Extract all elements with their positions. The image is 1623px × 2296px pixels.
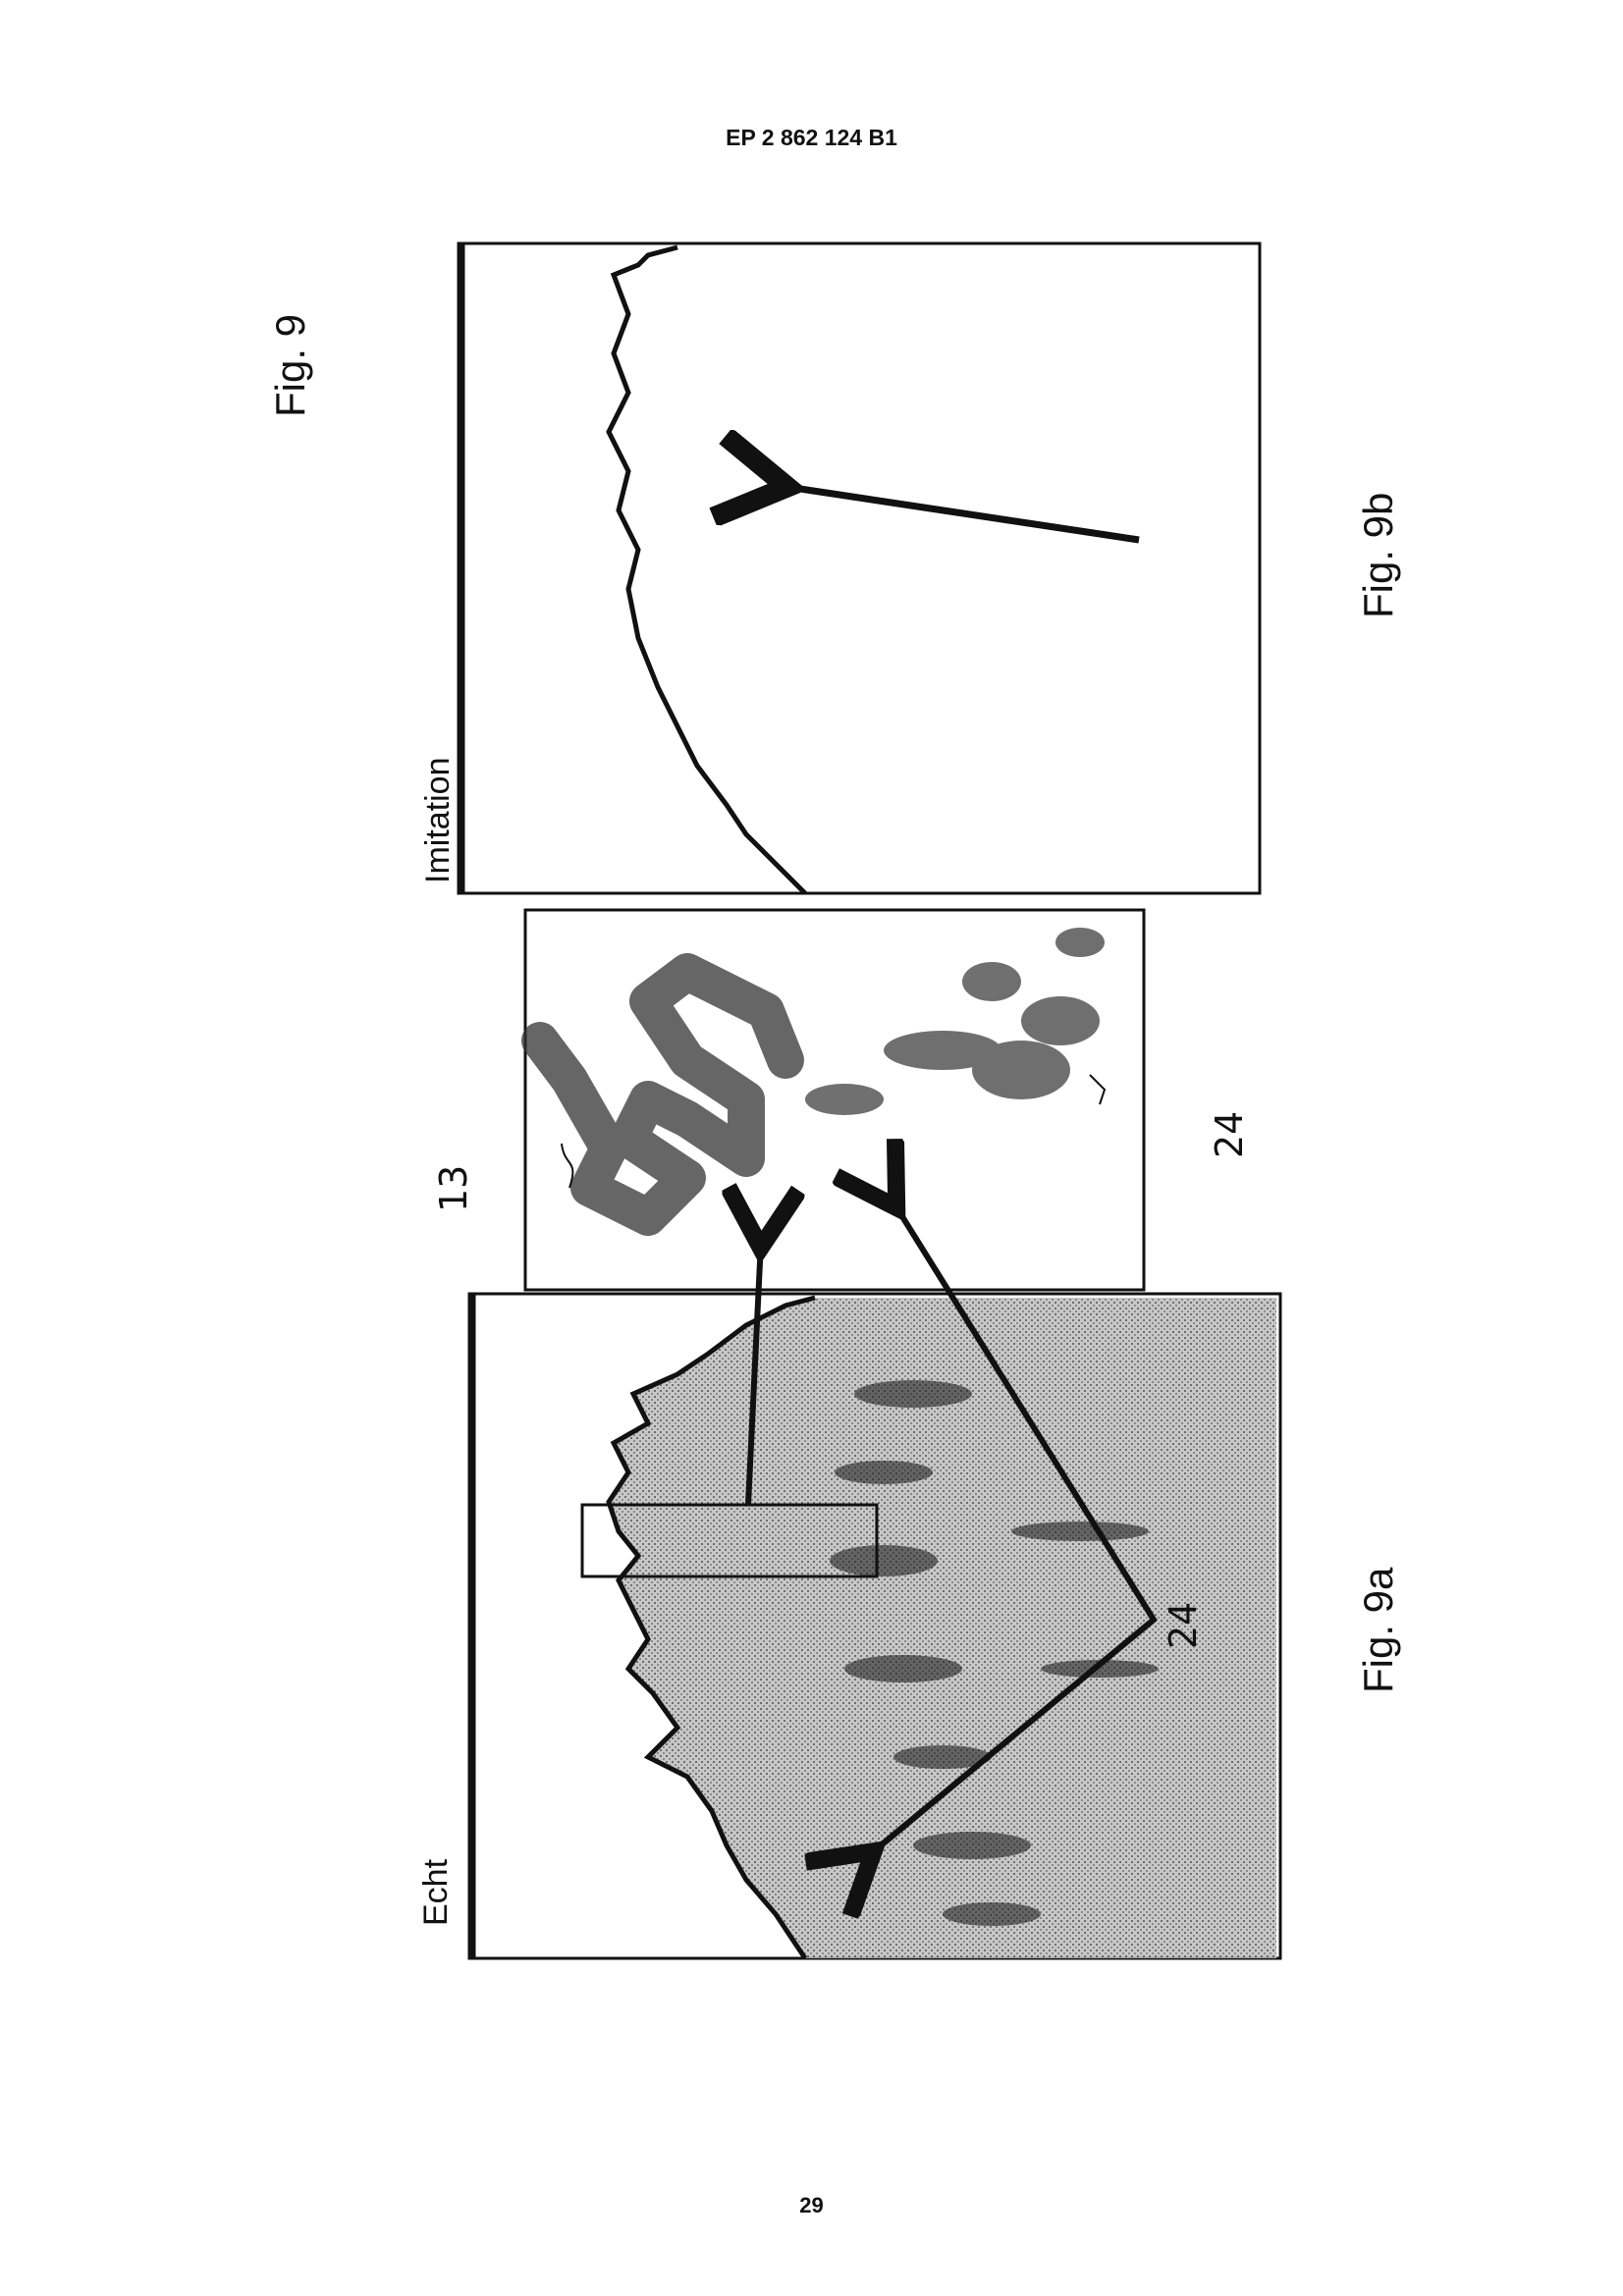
panel-echt <box>467 1292 1282 1960</box>
label-echt: Echt <box>417 1858 455 1926</box>
echt-selection-box <box>580 1503 879 1578</box>
panel-zoom <box>521 908 1146 1292</box>
ref-label-24-zoom: 24 <box>1208 1110 1251 1158</box>
ref-label-13: 13 <box>432 1164 475 1212</box>
label-imitation: Imitation <box>419 757 457 884</box>
panel-imitation-frame <box>457 241 1262 895</box>
imitation-surface-line <box>606 244 807 895</box>
ref-label-24-echt: 24 <box>1162 1601 1205 1649</box>
echt-surface-texture <box>609 1298 1276 1958</box>
imitation-arrow <box>781 486 1140 544</box>
figure-title: Fig. 9 <box>267 313 313 417</box>
document-number: EP 2 862 124 B1 <box>726 125 897 150</box>
arrow-box-to-zoom <box>748 1242 761 1506</box>
caption-fig-9a: Fig. 9a <box>1355 1567 1401 1693</box>
panel-imitation <box>457 241 1262 895</box>
arrow-24-left <box>869 1617 1156 1855</box>
caption-fig-9b: Fig. 9b <box>1355 492 1401 618</box>
page-number: 29 <box>799 2193 824 2217</box>
